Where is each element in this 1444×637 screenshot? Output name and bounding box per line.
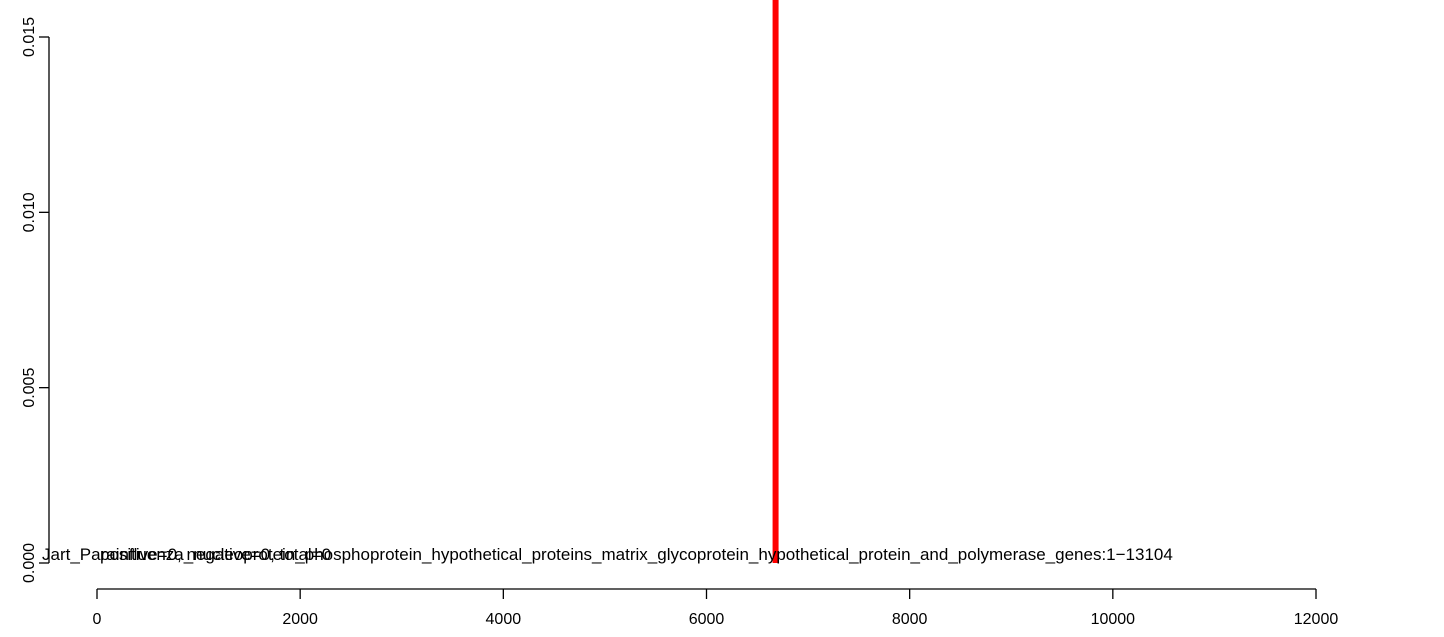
y-tick-label: 0.010 — [21, 192, 38, 232]
count-label: positive=0, negative=0, total=0 — [100, 545, 331, 564]
x-tick-label: 10000 — [1091, 611, 1136, 628]
y-axis: 0.000 0.005 0.010 0.015 — [21, 17, 50, 583]
x-tick-label: 12000 — [1294, 611, 1339, 628]
x-tick-label: 2000 — [282, 611, 318, 628]
x-tick-label: 4000 — [486, 611, 522, 628]
x-axis: 0 2000 4000 6000 8000 10000 12000 — [93, 588, 1339, 628]
x-tick-label: 6000 — [689, 611, 725, 628]
sequence-label: Jart_Parainfluenza_nucleoprotein_phospho… — [42, 545, 1173, 564]
y-tick-label: 0.005 — [21, 368, 38, 408]
annotation-layer: Jart_Parainfluenza_nucleoprotein_phospho… — [42, 545, 1173, 564]
y-tick-label: 0.015 — [21, 17, 38, 57]
x-tick-label: 8000 — [892, 611, 928, 628]
x-tick-label: 0 — [93, 611, 102, 628]
y-tick-label: 0.000 — [21, 543, 38, 583]
